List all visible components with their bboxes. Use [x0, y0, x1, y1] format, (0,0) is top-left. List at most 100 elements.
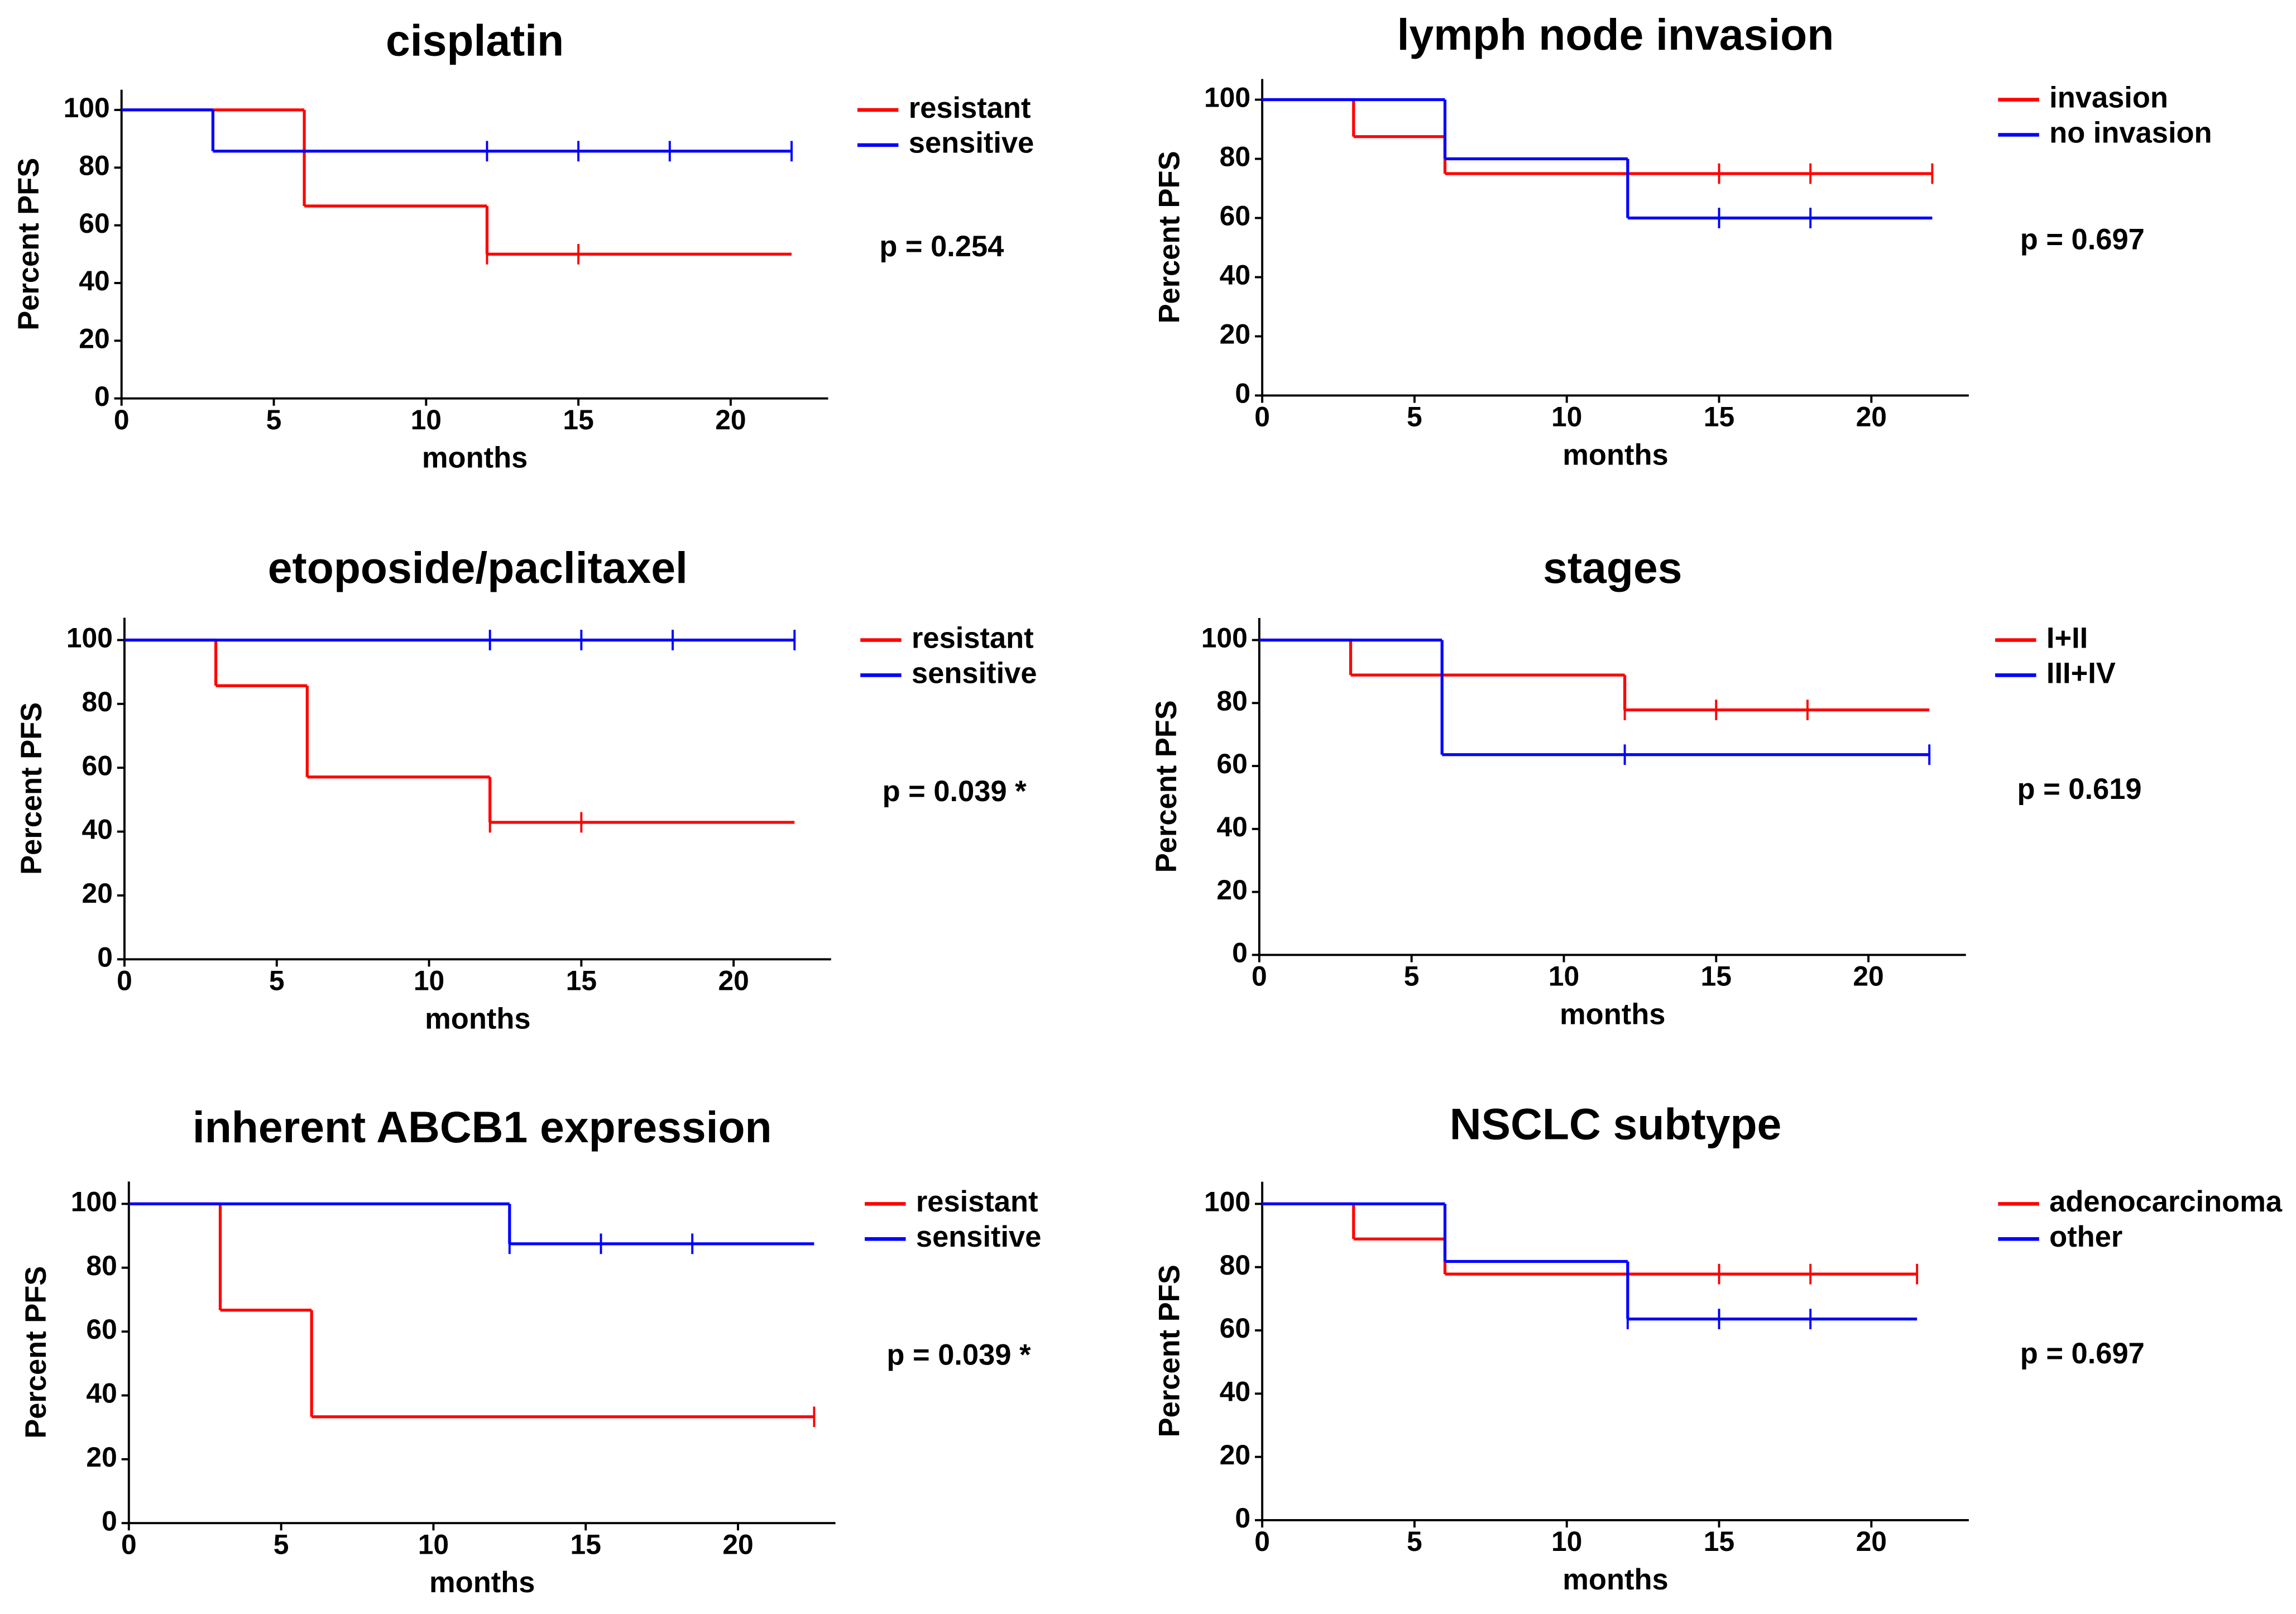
x-axis-label: months: [429, 1567, 535, 1599]
x-tick-label: 20: [1853, 961, 1883, 992]
x-tick-label: 10: [1551, 1526, 1582, 1557]
y-axis-label: Percent PFS: [13, 158, 45, 331]
y-tick-label: 0: [94, 381, 110, 412]
x-tick-label: 15: [1704, 401, 1734, 433]
y-tick-label: 40: [79, 265, 109, 296]
y-tick-label: 40: [1216, 811, 1247, 842]
legend-label: resistant: [912, 622, 1034, 654]
y-tick-label: 0: [1232, 937, 1248, 969]
y-tick-label: 40: [1220, 1376, 1250, 1407]
y-tick-label: 100: [1204, 1186, 1250, 1218]
legend-label: other: [2049, 1221, 2122, 1253]
p-value: p = 0.039 *: [886, 1339, 1031, 1372]
y-tick-label: 60: [79, 208, 109, 239]
y-tick-label: 80: [1220, 141, 1250, 173]
x-tick-label: 5: [269, 965, 285, 996]
x-tick-label: 5: [266, 404, 282, 435]
legend-label: sensitive: [909, 127, 1034, 160]
p-value: p = 0.697: [2020, 224, 2145, 256]
x-tick-label: 20: [722, 1529, 753, 1560]
p-value: p = 0.254: [879, 231, 1004, 263]
y-tick-label: 20: [1220, 1439, 1250, 1471]
y-tick-label: 20: [1216, 874, 1247, 906]
x-tick-label: 20: [718, 965, 749, 996]
y-tick-label: 0: [1235, 378, 1250, 409]
y-tick-label: 100: [64, 92, 110, 123]
legend-label: sensitive: [912, 657, 1037, 689]
x-axis-label: months: [1560, 998, 1665, 1031]
chart-title: lymph node invasion: [1397, 10, 1834, 59]
y-tick-label: 100: [66, 622, 113, 654]
x-axis-label: months: [1562, 439, 1668, 471]
chart-title: NSCLC subtype: [1450, 1100, 1782, 1149]
legend-label: III+IV: [2046, 657, 2116, 689]
chart-title: stages: [1543, 543, 1682, 592]
legend-label: invasion: [2049, 82, 2168, 114]
y-axis-label: Percent PFS: [16, 702, 48, 875]
y-tick-label: 80: [1220, 1249, 1250, 1281]
x-tick-label: 10: [411, 404, 442, 435]
x-axis-label: months: [422, 442, 528, 475]
y-tick-label: 20: [86, 1441, 117, 1473]
x-tick-label: 0: [1254, 1526, 1270, 1557]
x-tick-label: 0: [117, 965, 132, 996]
x-axis-label: months: [1562, 1564, 1668, 1596]
x-tick-label: 5: [1407, 401, 1422, 433]
y-tick-label: 100: [1201, 622, 1248, 654]
x-tick-label: 20: [1856, 1526, 1887, 1557]
y-tick-label: 40: [82, 814, 113, 845]
y-tick-label: 60: [86, 1314, 117, 1345]
x-tick-label: 20: [1856, 401, 1887, 433]
y-axis-label: Percent PFS: [1153, 151, 1186, 323]
x-tick-label: 15: [1704, 1526, 1734, 1557]
x-tick-label: 15: [563, 404, 593, 435]
y-tick-label: 0: [97, 941, 113, 973]
chart-title: etoposide/paclitaxel: [268, 543, 688, 592]
x-tick-label: 20: [715, 404, 746, 435]
x-tick-label: 15: [1701, 961, 1732, 992]
y-tick-label: 80: [86, 1250, 117, 1281]
y-tick-label: 100: [71, 1186, 117, 1218]
x-tick-label: 0: [1252, 961, 1267, 992]
y-tick-label: 60: [1220, 200, 1250, 232]
x-tick-label: 15: [571, 1529, 601, 1560]
x-tick-label: 0: [1254, 401, 1270, 433]
legend-label: sensitive: [916, 1221, 1042, 1253]
x-tick-label: 5: [274, 1529, 289, 1560]
x-tick-label: 10: [418, 1529, 449, 1560]
p-value: p = 0.619: [2017, 773, 2141, 806]
x-tick-label: 5: [1404, 961, 1420, 992]
legend-label: no invasion: [2049, 117, 2212, 149]
y-tick-label: 40: [1220, 260, 1250, 291]
x-tick-label: 0: [114, 404, 130, 435]
y-tick-label: 80: [1216, 685, 1247, 716]
legend-label: I+II: [2046, 622, 2088, 654]
y-tick-label: 60: [1216, 748, 1247, 779]
legend-label: resistant: [916, 1186, 1038, 1218]
chart-title: inherent ABCB1 expression: [193, 1103, 772, 1152]
p-value: p = 0.697: [2020, 1338, 2145, 1370]
p-value: p = 0.039 *: [883, 775, 1027, 808]
y-tick-label: 100: [1204, 82, 1250, 113]
y-tick-label: 20: [79, 323, 109, 354]
y-tick-label: 80: [79, 150, 109, 181]
x-axis-label: months: [425, 1003, 530, 1035]
x-tick-label: 0: [121, 1529, 137, 1560]
legend-label: resistant: [909, 92, 1031, 124]
y-axis-label: Percent PFS: [20, 1266, 52, 1439]
x-tick-label: 10: [1549, 961, 1579, 992]
y-tick-label: 20: [82, 878, 113, 909]
y-axis-label: Percent PFS: [1151, 700, 1183, 873]
y-tick-label: 0: [1235, 1502, 1250, 1534]
y-tick-label: 0: [102, 1505, 117, 1536]
y-axis-label: Percent PFS: [1153, 1265, 1186, 1437]
chart-title: cisplatin: [386, 16, 564, 65]
x-tick-label: 15: [566, 965, 597, 996]
x-tick-label: 10: [1551, 401, 1582, 433]
x-tick-label: 10: [414, 965, 444, 996]
y-tick-label: 60: [1220, 1313, 1250, 1344]
y-tick-label: 20: [1220, 319, 1250, 350]
y-tick-label: 60: [82, 750, 113, 781]
